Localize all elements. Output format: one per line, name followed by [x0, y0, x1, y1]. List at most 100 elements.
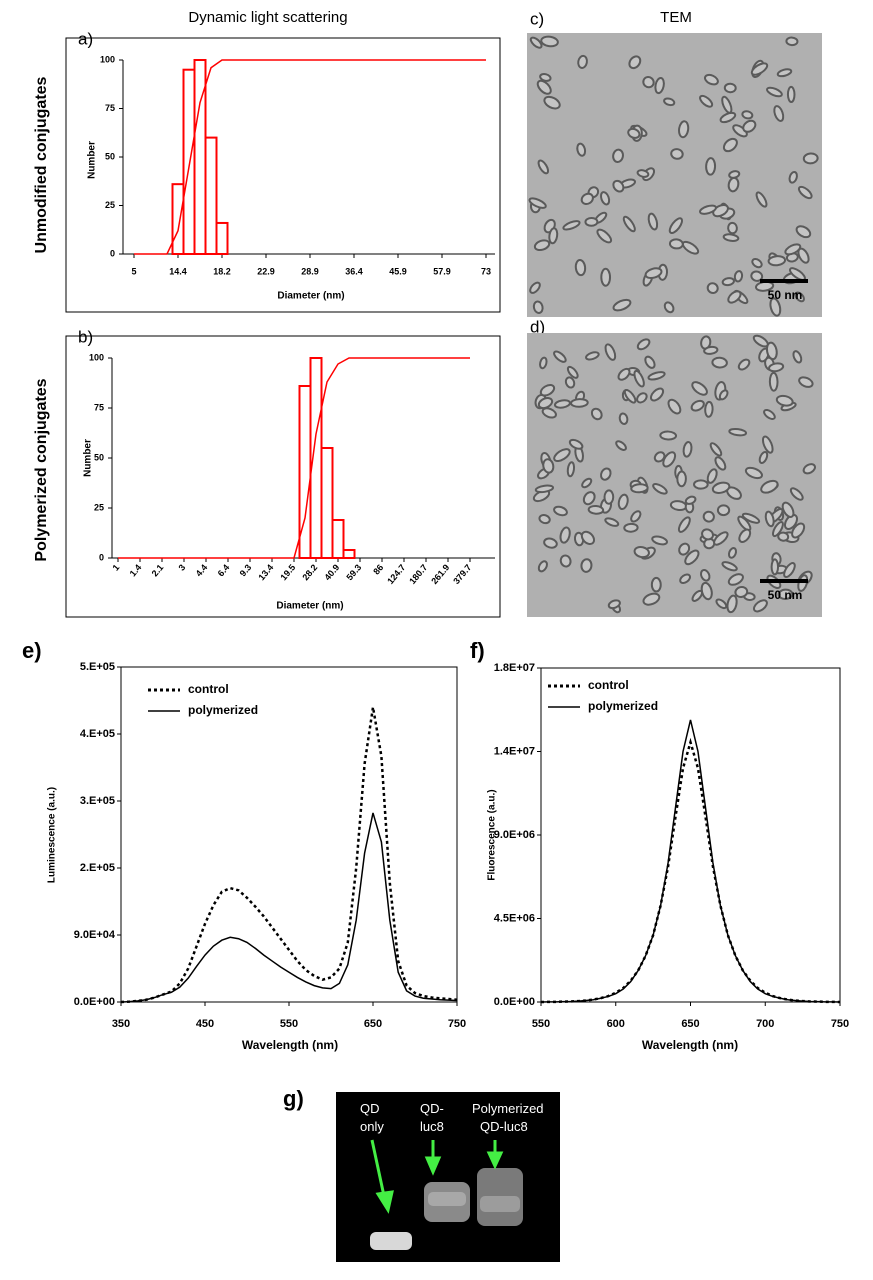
- particle: [798, 376, 814, 388]
- particle: [577, 54, 588, 69]
- particle: [532, 300, 544, 314]
- x-tick-label: 124.7: [385, 562, 407, 586]
- x-tick-label: 650: [681, 1018, 699, 1030]
- particle: [711, 356, 728, 369]
- particle: [763, 408, 776, 421]
- particle: [566, 461, 576, 478]
- x-tick-label: 36.4: [345, 266, 363, 276]
- arrows: [370, 1139, 504, 1214]
- particle: [728, 427, 748, 437]
- x-tick-label: 1: [110, 562, 121, 572]
- x-tick-label: 180.7: [407, 562, 429, 586]
- particle: [582, 491, 596, 506]
- panel-label: a): [78, 29, 93, 48]
- y-tick-label: 25: [105, 200, 115, 210]
- particle: [792, 350, 803, 364]
- x-tick-label: 40.9: [322, 562, 341, 582]
- particle: [781, 501, 795, 518]
- y-axis-label: Fluorescence (a.u.): [487, 789, 498, 880]
- particle: [704, 400, 714, 418]
- bar: [215, 221, 229, 256]
- particle: [529, 281, 541, 294]
- particle: [703, 345, 719, 355]
- particle: [585, 351, 600, 361]
- particle: [596, 228, 613, 244]
- panel-label: c): [530, 9, 544, 28]
- particle: [699, 204, 717, 215]
- particle: [701, 528, 714, 541]
- x-tick-label: 6.4: [216, 562, 232, 578]
- particle: [797, 185, 813, 200]
- y-tick-label: 2.E+05: [80, 862, 115, 874]
- particle: [721, 277, 735, 287]
- particle: [784, 243, 802, 256]
- particle: [750, 62, 769, 76]
- particle: [559, 554, 572, 568]
- particle: [580, 192, 594, 206]
- particle: [541, 407, 557, 419]
- particle: [636, 338, 651, 351]
- particle: [791, 522, 806, 539]
- x-tick-label: 9.3: [238, 562, 254, 578]
- particle: [615, 440, 627, 451]
- particle: [590, 407, 603, 421]
- particle: [752, 599, 768, 613]
- particle: [709, 442, 723, 457]
- particle: [539, 73, 552, 82]
- x-tick-label: 86: [371, 562, 385, 576]
- particle: [667, 398, 682, 415]
- particle: [718, 389, 729, 401]
- row-label: Polymerized conjugates: [33, 378, 50, 561]
- particle: [647, 371, 666, 381]
- particle: [603, 489, 615, 505]
- particle: [630, 510, 642, 523]
- y-tick-label: 25: [94, 502, 104, 512]
- legend-label: polymerized: [188, 703, 258, 717]
- x-tick-label: 59.3: [344, 562, 363, 582]
- particle: [534, 484, 555, 494]
- particle: [678, 542, 691, 556]
- y-tick-label: 5.E+05: [80, 661, 115, 673]
- y-axis-label: Number: [83, 439, 94, 477]
- plot-frame: [120, 666, 458, 1003]
- chart-title: Dynamic light scattering: [188, 9, 347, 26]
- particle: [654, 76, 665, 95]
- particle: [758, 451, 769, 464]
- particle: [786, 85, 796, 104]
- x-tick-label: 550: [280, 1018, 298, 1030]
- particle: [770, 558, 780, 576]
- y-tick-label: 1.4E+07: [494, 745, 535, 757]
- bar: [342, 549, 356, 559]
- particle: [750, 270, 764, 282]
- panel-label: g): [283, 1086, 304, 1111]
- particle: [630, 483, 649, 494]
- lane-label: QD only: [360, 1101, 384, 1134]
- gel-band: [480, 1196, 520, 1212]
- particle: [581, 477, 593, 489]
- particle: [693, 479, 709, 490]
- particle: [679, 573, 692, 585]
- particle: [543, 95, 561, 110]
- cumulative-line: [134, 59, 486, 255]
- particle: [653, 451, 666, 463]
- particle: [690, 399, 705, 412]
- particle: [537, 560, 548, 573]
- panel-label: b): [78, 327, 93, 346]
- scale-label: 50 nm: [768, 288, 803, 302]
- particle: [741, 110, 754, 120]
- y-tick-label: 50: [94, 452, 104, 462]
- particle: [727, 547, 738, 559]
- particle: [651, 535, 669, 546]
- particle: [617, 367, 631, 381]
- series-line: [540, 737, 841, 1004]
- particle: [647, 212, 659, 231]
- particle: [726, 594, 738, 614]
- particle: [764, 510, 775, 528]
- gel-image: [336, 1092, 560, 1262]
- x-tick-label: 5: [131, 266, 136, 276]
- particle: [649, 387, 665, 402]
- particle: [559, 526, 571, 544]
- particle: [580, 530, 596, 546]
- bar: [331, 519, 345, 559]
- particle: [587, 504, 605, 515]
